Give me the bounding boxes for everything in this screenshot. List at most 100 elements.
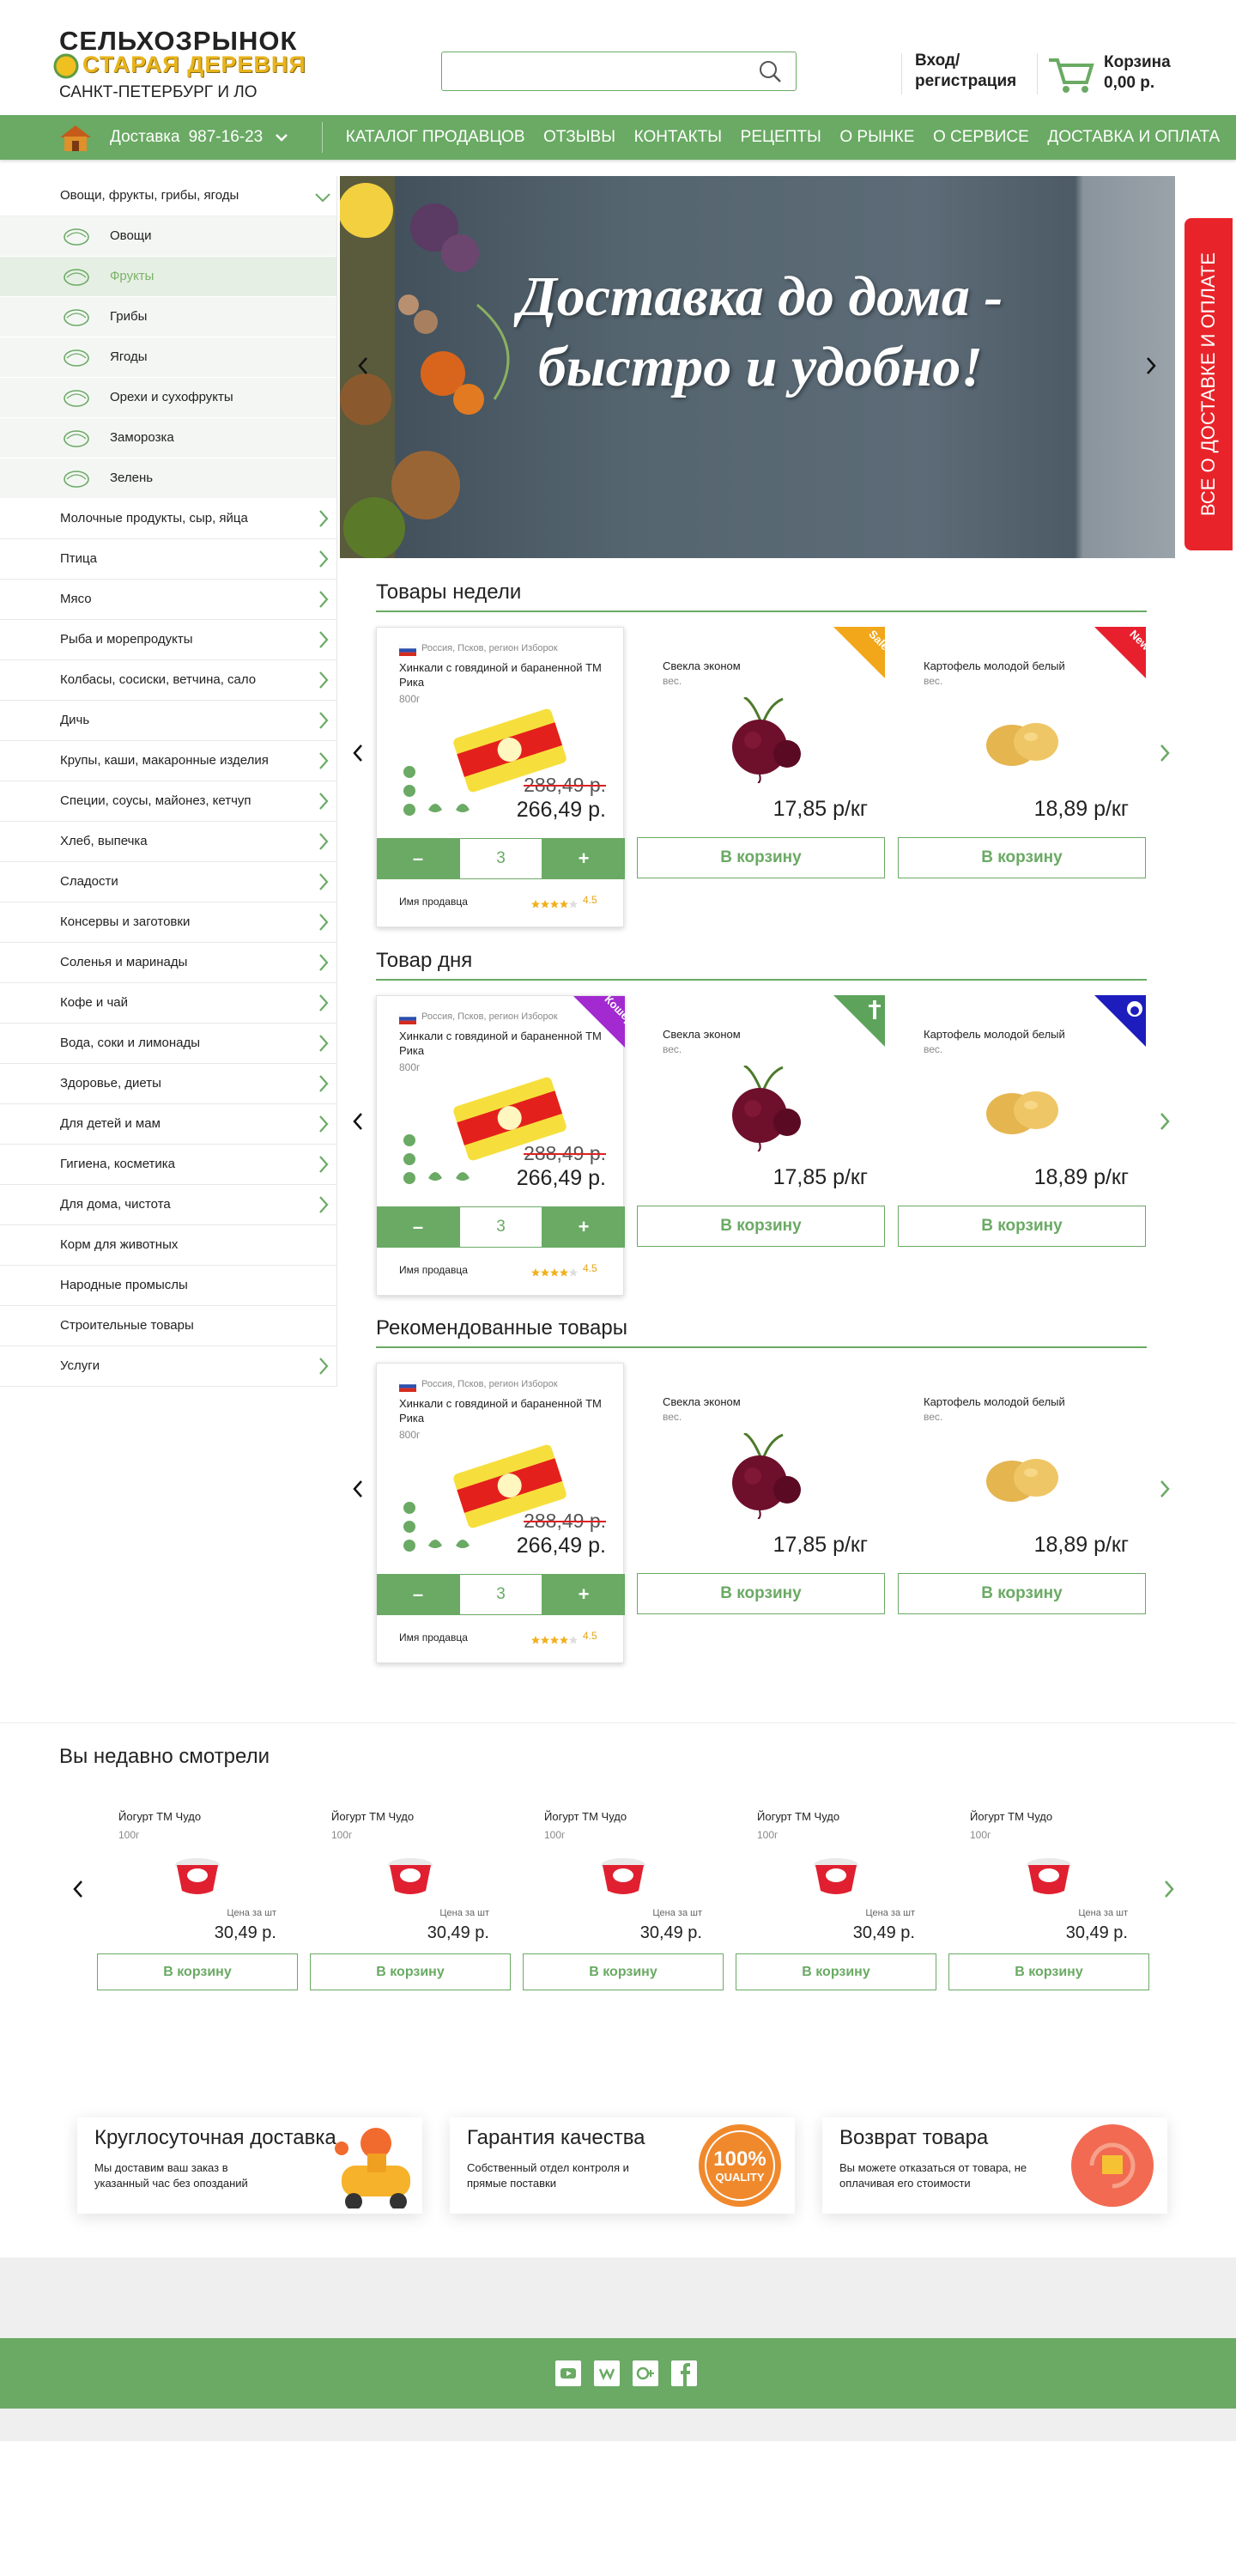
- category[interactable]: Специи, соусы, майонез, кетчуп: [0, 781, 336, 822]
- add-to-cart[interactable]: В корзину: [310, 1953, 511, 1990]
- login[interactable]: Вход/: [915, 52, 960, 70]
- logo-title[interactable]: СЕЛЬХОЗРЫНОК: [59, 26, 298, 56]
- subcategory[interactable]: Орехи и сухофрукты: [0, 378, 336, 418]
- category[interactable]: Народные промыслы: [0, 1266, 336, 1306]
- add-to-cart[interactable]: В корзину: [637, 837, 885, 878]
- product-card[interactable]: Картофель молодой белый вес. 18,89 р/кг В к…: [898, 994, 1146, 1296]
- category[interactable]: Соленья и маринады: [0, 943, 336, 983]
- product-card[interactable]: Россия, Псков, регион Изборок Хинкали с г…: [376, 627, 625, 927]
- product-card[interactable]: Свекла эконом вес. 17,85 р/кг В корзину: [637, 994, 885, 1296]
- product-card[interactable]: Картофель молодой белый вес. 18,89 р/кг В к…: [898, 627, 1153, 927]
- add-to-cart[interactable]: В корзину: [97, 1953, 298, 1990]
- plus-button[interactable]: +: [542, 1574, 625, 1615]
- product-name[interactable]: Свекла эконом: [663, 659, 741, 672]
- product-card[interactable]: Картофель молодой белый вес. 18,89 р/кг В к…: [898, 1363, 1146, 1663]
- product-name[interactable]: Хинкали с говядиной и бараненной ТМ Рика: [399, 661, 602, 689]
- seller[interactable]: Имя продавца: [399, 1263, 468, 1276]
- add-to-cart[interactable]: В корзину: [898, 1205, 1146, 1247]
- nav-link[interactable]: ОТЗЫВЫ: [543, 128, 616, 146]
- price: 18,89 р/кг: [1033, 1533, 1129, 1557]
- category[interactable]: Хлеб, выпечка: [0, 822, 336, 862]
- logo-subtitle[interactable]: СТАРАЯ ДЕРЕВНЯ: [82, 52, 306, 77]
- subcategory[interactable]: Грибы: [0, 297, 336, 337]
- recent-item[interactable]: Йогурт ТМ Чудо 100г Цена за шт 30,49 р. В ко…: [310, 1803, 511, 1992]
- recent-item[interactable]: Йогурт ТМ Чудо 100г Цена за шт 30,49 р. В ко…: [523, 1803, 724, 1992]
- category[interactable]: Сладости: [0, 862, 336, 902]
- category[interactable]: Корм для животных: [0, 1225, 336, 1266]
- cart-label[interactable]: Корзина: [1104, 53, 1171, 71]
- category[interactable]: Строительные товары: [0, 1306, 336, 1346]
- social-icon[interactable]: [633, 2360, 658, 2386]
- recent-item[interactable]: Йогурт ТМ Чудо 100г Цена за шт 30,49 р. В ко…: [948, 1803, 1149, 1992]
- nav-link[interactable]: КОНТАКТЫ: [633, 128, 723, 146]
- category[interactable]: Услуги: [0, 1346, 336, 1387]
- product-name[interactable]: Хинкали с говядиной и бараненной ТМ Рика: [399, 1397, 602, 1425]
- decoration: [531, 1636, 540, 1644]
- register[interactable]: регистрация: [915, 72, 1017, 90]
- add-to-cart[interactable]: В корзину: [637, 1205, 885, 1247]
- social-icon[interactable]: [555, 2360, 581, 2386]
- category[interactable]: Птица: [0, 539, 336, 580]
- quantity[interactable]: 3: [459, 838, 542, 879]
- product-card[interactable]: Россия, Псков, регион Изборок Хинкали с г…: [376, 993, 637, 1296]
- plus-button[interactable]: +: [542, 1206, 625, 1248]
- minus-button[interactable]: –: [377, 838, 459, 879]
- nav-link[interactable]: О СЕРВИСЕ: [932, 128, 1029, 146]
- nav-link[interactable]: РЕЦЕПТЫ: [740, 128, 821, 146]
- sidebar-open-category[interactable]: Овощи, фрукты, грибы, ягоды: [0, 176, 336, 216]
- recent-item[interactable]: Йогурт ТМ Чудо 100г Цена за шт 30,49 р. В ко…: [97, 1803, 298, 1992]
- add-to-cart[interactable]: В корзину: [948, 1953, 1149, 1990]
- subcategory[interactable]: Овощи: [0, 216, 336, 257]
- minus-button[interactable]: –: [377, 1574, 459, 1615]
- banner[interactable]: Доставка до дома - быстро и удобно!: [340, 176, 1175, 558]
- product-card[interactable]: Свекла эконом вес. 17,85 р/кг В корзину Sale: [637, 627, 892, 927]
- product-name[interactable]: Свекла эконом: [663, 1395, 741, 1408]
- category[interactable]: Кофе и чай: [0, 983, 336, 1024]
- seller[interactable]: Имя продавца: [399, 1631, 468, 1643]
- add-to-cart[interactable]: В корзину: [637, 1573, 885, 1614]
- delivery[interactable]: Доставка 987-16-23: [110, 115, 263, 160]
- recent-item[interactable]: Йогурт ТМ Чудо 100г Цена за шт 30,49 р. В ко…: [736, 1803, 936, 1992]
- product-card[interactable]: Россия, Псков, регион Изборок Хинкали с г…: [376, 1363, 625, 1663]
- product-name[interactable]: Свекла эконом: [663, 1027, 741, 1041]
- product-name[interactable]: Картофель молодой белый: [924, 1027, 1065, 1041]
- add-to-cart[interactable]: В корзину: [736, 1953, 936, 1990]
- category[interactable]: Для детей и мам: [0, 1104, 336, 1145]
- category[interactable]: Мясо: [0, 580, 336, 620]
- seller[interactable]: Имя продавца: [399, 896, 468, 908]
- side-tab[interactable]: ВСЕ О ДОСТАВКЕ И ОПЛАТЕ: [1184, 218, 1233, 550]
- subcategory[interactable]: Заморозка: [0, 418, 336, 459]
- add-to-cart[interactable]: В корзину: [898, 1573, 1146, 1614]
- category[interactable]: Вода, соки и лимонады: [0, 1024, 336, 1064]
- category[interactable]: Дичь: [0, 701, 336, 741]
- category[interactable]: Консервы и заготовки: [0, 902, 336, 943]
- decoration: [398, 295, 419, 315]
- minus-button[interactable]: –: [377, 1206, 459, 1248]
- subcategory[interactable]: Фрукты: [0, 257, 336, 297]
- nav-link[interactable]: КАТАЛОГ ПРОДАВЦОВ: [345, 128, 525, 146]
- category[interactable]: Колбасы, сосиски, ветчина, сало: [0, 660, 336, 701]
- product-name[interactable]: Хинкали с говядиной и бараненной ТМ Рика: [399, 1029, 602, 1057]
- category[interactable]: Гигиена, косметика: [0, 1145, 336, 1185]
- product-name[interactable]: Картофель молодой белый: [924, 659, 1065, 672]
- category[interactable]: Для дома, чистота: [0, 1185, 336, 1225]
- category[interactable]: Здоровье, диеты: [0, 1064, 336, 1104]
- add-to-cart[interactable]: В корзину: [898, 837, 1146, 878]
- add-to-cart[interactable]: В корзину: [523, 1953, 724, 1990]
- subcategory[interactable]: Зелень: [0, 459, 336, 499]
- subcategory[interactable]: Ягоды: [0, 337, 336, 378]
- category[interactable]: Молочные продукты, сыр, яйца: [0, 499, 336, 539]
- quantity[interactable]: 3: [459, 1574, 542, 1615]
- product-card[interactable]: Свекла эконом вес. 17,85 р/кг В корзину: [637, 1363, 885, 1663]
- nav-link[interactable]: ДОСТАВКА И ОПЛАТА: [1047, 128, 1221, 146]
- social-icon[interactable]: [671, 2360, 697, 2386]
- social-icon[interactable]: [594, 2360, 620, 2386]
- search-box[interactable]: [441, 52, 797, 91]
- nav-link[interactable]: О РЫНКЕ: [839, 128, 915, 146]
- product-name[interactable]: Картофель молодой белый: [924, 1395, 1065, 1408]
- category[interactable]: Рыба и морепродукты: [0, 620, 336, 660]
- category[interactable]: Крупы, каши, макаронные изделия: [0, 741, 336, 781]
- plus-button[interactable]: +: [542, 838, 625, 879]
- product-unit: вес.: [924, 1042, 943, 1055]
- quantity[interactable]: 3: [459, 1206, 542, 1248]
